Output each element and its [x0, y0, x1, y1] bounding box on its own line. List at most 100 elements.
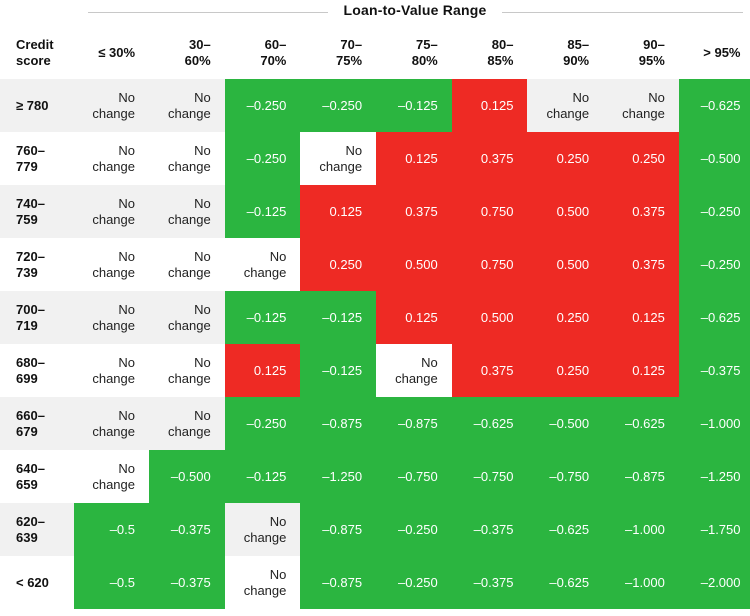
- table-row: 660– 679 No change No change –0.250 –0.875 –0.87…: [0, 397, 750, 450]
- column-header-label: 60–: [264, 36, 287, 52]
- adjustment-cell: 0.250: [300, 238, 377, 291]
- no-change-label: No: [194, 195, 211, 211]
- adjustment-cell: –0.125: [300, 291, 377, 344]
- adjustment-value: 0.500: [556, 256, 590, 272]
- adjustment-value: –0.250: [246, 97, 287, 113]
- adjustment-cell: –0.250: [224, 132, 301, 185]
- adjustment-value: –0.625: [700, 309, 741, 325]
- adjustment-value: 0.125: [632, 362, 665, 378]
- adjustment-value: –1.000: [700, 415, 741, 431]
- column-header-label: 85–: [567, 36, 590, 52]
- adjustment-value: 0.750: [480, 256, 514, 272]
- adjustment-value: –0.625: [700, 97, 741, 113]
- no-change-label: No: [194, 89, 211, 105]
- adjustment-value: –0.250: [246, 415, 287, 431]
- no-change-label: change: [168, 423, 211, 439]
- adjustment-value: 0.125: [480, 97, 514, 113]
- adjustment-cell: –1.000: [603, 503, 679, 556]
- adjustment-value: –0.625: [625, 415, 665, 431]
- adjustment-cell: –0.500: [149, 450, 225, 503]
- adjustment-cell: 0.125: [603, 344, 679, 397]
- column-header-label: ≤ 30%: [98, 44, 135, 60]
- adjustment-value: –1.000: [625, 521, 665, 537]
- adjustment-cell: –0.625: [678, 79, 750, 132]
- adjustment-value: –0.625: [549, 574, 590, 590]
- adjustment-cell: –1.250: [678, 450, 750, 503]
- column-header-label: 70%: [260, 52, 287, 68]
- column-header-6: 80– 85%: [452, 26, 528, 79]
- no-change-label: change: [92, 158, 135, 174]
- table-row: ≥ 780 No change No change –0.250 –0.250 –0.125 0…: [0, 79, 750, 132]
- adjustment-cell: –1.000: [678, 397, 750, 450]
- table-row: 740– 759 No change No change –0.125 0.125 0.375 0…: [0, 185, 750, 238]
- adjustment-cell: –0.625: [527, 503, 604, 556]
- adjustment-cell: 0.125: [376, 291, 452, 344]
- adjustment-value: –1.250: [700, 468, 741, 484]
- adjustment-cell: No change: [224, 503, 301, 556]
- adjustment-cell: 0.250: [527, 132, 604, 185]
- adjustment-cell: –0.5: [74, 556, 149, 609]
- adjustment-cell: 0.125: [224, 344, 301, 397]
- adjustment-value: 0.125: [405, 150, 438, 166]
- adjustment-cell: No change: [74, 79, 149, 132]
- column-header-7: 85– 90%: [527, 26, 603, 79]
- adjustment-cell: No change: [376, 344, 452, 397]
- adjustment-value: –2.000: [700, 574, 741, 590]
- credit-score-label-line: 720–: [16, 248, 45, 264]
- adjustment-value: 0.375: [480, 362, 514, 378]
- adjustment-cell: –0.625: [678, 291, 750, 344]
- adjustment-cell: No change: [74, 132, 149, 185]
- adjustment-cell: –0.625: [527, 556, 604, 609]
- adjustment-value: 0.375: [632, 203, 665, 219]
- column-header-label: 75–: [416, 36, 438, 52]
- adjustment-cell: 0.500: [527, 185, 604, 238]
- no-change-label: change: [243, 529, 287, 545]
- adjustment-value: 0.250: [329, 256, 363, 272]
- no-change-label: No: [269, 566, 287, 582]
- column-header-label: 80%: [411, 52, 438, 68]
- credit-score-label: 680– 699: [0, 344, 74, 397]
- credit-score-label-line: 679: [16, 423, 38, 439]
- adjustment-value: –0.875: [322, 574, 363, 590]
- adjustment-cell: No change: [603, 79, 679, 132]
- adjustment-cell: –1.250: [300, 450, 377, 503]
- adjustment-value: –0.125: [246, 468, 287, 484]
- no-change-label: change: [168, 370, 211, 386]
- credit-score-label: < 620: [0, 556, 74, 609]
- column-header-label: 75%: [336, 52, 363, 68]
- adjustment-cell: No change: [74, 185, 149, 238]
- adjustment-cell: –0.250: [224, 397, 301, 450]
- adjustment-cell: –0.875: [300, 397, 377, 450]
- header-rule-left: [88, 12, 328, 13]
- credit-score-label-line: 699: [16, 370, 38, 386]
- adjustment-value: 0.250: [556, 309, 590, 325]
- no-change-label: change: [395, 370, 438, 386]
- table-row: 640– 659 No change –0.500 –0.125 –1.250 –0.750–…: [0, 450, 750, 503]
- adjustment-value: –0.250: [322, 97, 363, 113]
- no-change-label: No: [194, 301, 211, 317]
- adjustment-value: 0.125: [405, 309, 438, 325]
- credit-score-label-line: 659: [16, 476, 38, 492]
- no-change-label: change: [92, 317, 135, 333]
- no-change-label: change: [546, 105, 590, 121]
- adjustment-value: –0.375: [170, 574, 211, 590]
- adjustment-value: –0.625: [473, 415, 514, 431]
- adjustment-value: 0.250: [556, 362, 590, 378]
- adjustment-cell: –0.375: [451, 556, 528, 609]
- adjustment-value: –0.750: [549, 468, 590, 484]
- credit-score-label-line: 639: [16, 529, 38, 545]
- adjustment-value: –0.125: [246, 203, 287, 219]
- adjustment-cell: –0.875: [300, 503, 377, 556]
- column-header-5: 75– 80%: [376, 26, 452, 79]
- adjustment-cell: –0.750: [527, 450, 604, 503]
- adjustment-value: 0.375: [405, 203, 438, 219]
- adjustment-cell: –0.750: [451, 450, 528, 503]
- no-change-label: No: [118, 89, 135, 105]
- credit-score-header: Credit score: [0, 26, 74, 79]
- credit-score-label-line: < 620: [16, 574, 49, 590]
- no-change-label: No: [118, 195, 135, 211]
- credit-score-label-line: 779: [16, 158, 38, 174]
- header-rule-right: [502, 12, 743, 13]
- credit-score-label: 660– 679: [0, 397, 74, 450]
- adjustment-value: –0.375: [170, 521, 211, 537]
